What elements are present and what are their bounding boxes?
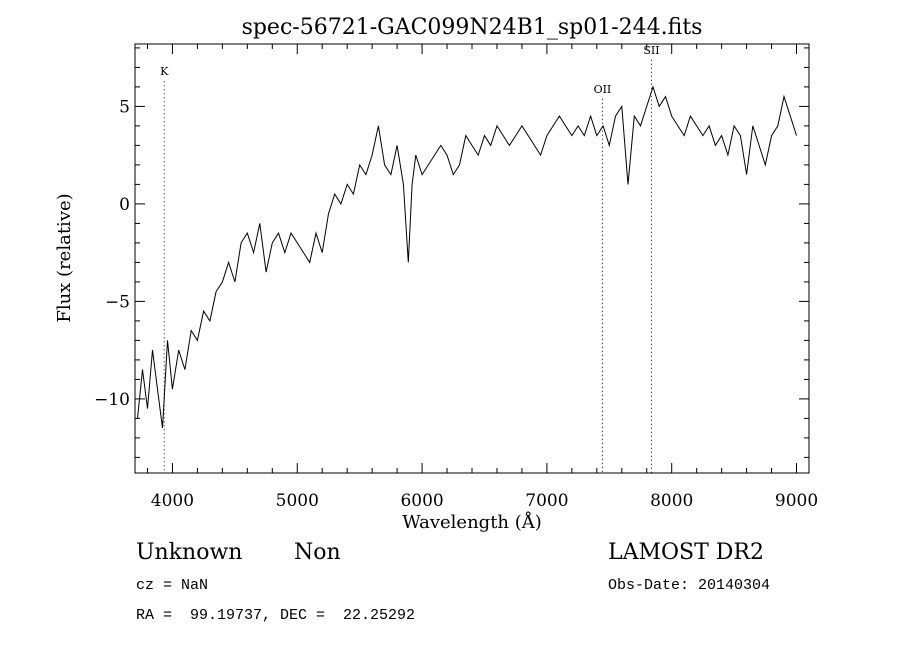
line-markers: K OII SII [160, 44, 660, 473]
y-tick-label: −5 [105, 292, 130, 312]
x-tick-label: 9000 [775, 491, 818, 511]
x-tick-label: 4000 [151, 491, 194, 511]
x-tick-label: 7000 [525, 491, 568, 511]
spectrum-series-line [137, 85, 797, 429]
x-tick-label: 5000 [276, 491, 319, 511]
plot-frame [134, 43, 810, 474]
survey-name: LAMOST DR2 [608, 540, 764, 565]
chart-title: spec-56721-GAC099N24B1_sp01-244.fits [242, 15, 703, 40]
obs-date: Obs-Date: 20140304 [608, 577, 770, 594]
spectral-class: Unknown [136, 540, 242, 565]
y-tick-label: 5 [119, 97, 130, 117]
spectral-line-label: SII [643, 44, 659, 57]
coordinates: RA = 99.19737, DEC = 22.25292 [136, 607, 415, 624]
redshift-info: cz = NaN [136, 577, 208, 594]
y-tick-label: 0 [119, 195, 130, 215]
x-tick-label: 8000 [650, 491, 693, 511]
y-tick-label: −10 [94, 390, 130, 410]
x-axis-label: Wavelength (Å) [402, 511, 542, 533]
x-tick-label: 6000 [400, 491, 443, 511]
spectral-line-label: K [160, 65, 169, 78]
spectral-line-label: OII [594, 83, 612, 96]
y-axis-label: Flux (relative) [54, 193, 75, 322]
axis-ticks: 4000 5000 6000 7000 8000 9000 −10 −5 0 5 [94, 44, 818, 511]
spectral-subclass: Non [294, 540, 341, 565]
